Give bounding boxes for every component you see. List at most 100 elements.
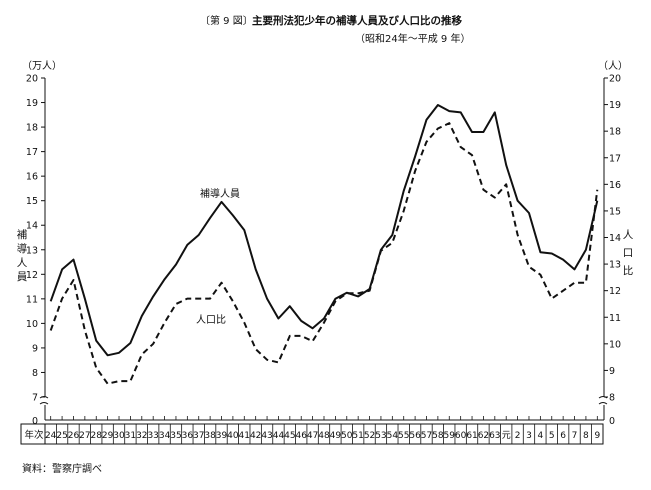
x-tick-label: 27 bbox=[79, 431, 90, 441]
x-table-border bbox=[20, 423, 604, 445]
x-tick-label: 43 bbox=[261, 431, 272, 441]
left-tick-label: 9 bbox=[32, 343, 38, 354]
chart-title: 主要刑法犯少年の補導人員及び人口比の推移 bbox=[252, 14, 462, 27]
x-tick-label: 元 bbox=[502, 431, 511, 441]
x-tick-label: 49 bbox=[330, 431, 342, 441]
x-tick-label: 50 bbox=[341, 431, 353, 441]
x-tick-label: 47 bbox=[307, 431, 318, 441]
x-tick-label: 4 bbox=[538, 431, 544, 441]
x-tick-label: 38 bbox=[204, 431, 216, 441]
x-tick-label: 51 bbox=[352, 431, 363, 441]
x-tick-label: 59 bbox=[444, 431, 456, 441]
right-tick-label: 12 bbox=[609, 286, 621, 297]
right-tick-label: 16 bbox=[609, 180, 621, 191]
series-label-jinkohi: 人口比 bbox=[196, 314, 226, 326]
x-axis-table: 年次 24 25 26 27 28 29 30 31 32 33 34 35 36 37 38 39 40 41 4… bbox=[20, 416, 604, 445]
x-tick-label: 41 bbox=[239, 431, 250, 441]
x-tick-label: 25 bbox=[56, 431, 67, 441]
x-tick-label: 56 bbox=[409, 431, 421, 441]
left-axis-title-char: 補 bbox=[17, 228, 28, 241]
x-tick-label: 53 bbox=[375, 431, 386, 441]
x-tick-label: 29 bbox=[102, 431, 114, 441]
chart-subtitle: （昭和24年～平成 9 年） bbox=[355, 32, 470, 45]
left-tick-label: 19 bbox=[26, 98, 38, 109]
left-axis-title: 補 導 人 員 bbox=[17, 228, 28, 283]
right-tick-label: 19 bbox=[609, 100, 621, 111]
x-tick-label: 61 bbox=[466, 431, 477, 441]
left-tick-label: 12 bbox=[26, 270, 38, 281]
left-tick-label: 8 bbox=[32, 368, 38, 379]
right-tick-label: 10 bbox=[609, 339, 621, 350]
right-tick-label: 13 bbox=[609, 260, 621, 271]
left-tick-label: 7 bbox=[32, 393, 38, 404]
x-tick-label: 24 bbox=[45, 431, 57, 441]
left-tick-label: 10 bbox=[26, 319, 38, 330]
x-tick-label: 42 bbox=[250, 431, 261, 441]
right-tick-label: 15 bbox=[609, 206, 621, 217]
x-tick-label: 46 bbox=[295, 431, 307, 441]
x-tick-label: 63 bbox=[489, 431, 500, 441]
left-axis-title-char: 導 bbox=[17, 242, 28, 255]
right-axis-break bbox=[598, 396, 608, 405]
left-tick-label: 20 bbox=[26, 74, 38, 85]
left-tick-label: 15 bbox=[26, 196, 38, 207]
x-tick-label: 57 bbox=[421, 431, 432, 441]
x-tick-label: 34 bbox=[159, 431, 171, 441]
x-tick-label: 39 bbox=[216, 431, 228, 441]
x-tick-label: 36 bbox=[182, 431, 194, 441]
zero-label-right: 0 bbox=[609, 416, 615, 427]
x-tick-label: 7 bbox=[572, 431, 578, 441]
x-tick-label: 8 bbox=[583, 431, 589, 441]
right-axis-title-char: 比 bbox=[623, 264, 634, 277]
left-tick-label: 18 bbox=[26, 123, 38, 134]
figure-label: 〔第 9 図〕 bbox=[200, 14, 253, 27]
x-tick-label: 52 bbox=[364, 431, 375, 441]
right-tick-label: 9 bbox=[609, 366, 615, 377]
series-label-hodo: 補導人員 bbox=[200, 187, 240, 200]
x-tick-label: 45 bbox=[284, 431, 295, 441]
x-tick-label: 3 bbox=[526, 431, 532, 441]
right-tick-label: 20 bbox=[609, 74, 621, 85]
left-axis-title-char: 員 bbox=[17, 271, 28, 283]
left-tick-label: 14 bbox=[26, 221, 38, 232]
right-tick-label: 8 bbox=[609, 393, 615, 404]
right-axis-title-char: 口 bbox=[623, 247, 634, 259]
x-tick-label: 44 bbox=[273, 431, 285, 441]
left-tick-label: 13 bbox=[26, 245, 38, 256]
left-axis-break bbox=[39, 396, 49, 405]
zero-label-left: 0 bbox=[32, 416, 38, 427]
x-tick-label: 31 bbox=[125, 431, 136, 441]
x-tick-label: 37 bbox=[193, 431, 204, 441]
right-tick-label: 18 bbox=[609, 127, 621, 138]
x-tick-label: 55 bbox=[398, 431, 409, 441]
x-tick-label: 33 bbox=[147, 431, 158, 441]
source-note: 資料：警察庁調べ bbox=[22, 462, 102, 475]
right-axis-unit: （人） bbox=[598, 60, 628, 72]
x-tick-label: 40 bbox=[227, 431, 239, 441]
left-tick-label: 11 bbox=[26, 294, 38, 305]
right-tick-label: 11 bbox=[609, 313, 621, 324]
x-tick-label: 28 bbox=[91, 431, 103, 441]
x-tick-label: 62 bbox=[478, 431, 489, 441]
x-tick-label: 2 bbox=[515, 431, 521, 441]
x-tick-label: 5 bbox=[549, 431, 555, 441]
right-tick-label: 17 bbox=[609, 153, 621, 164]
axes bbox=[39, 78, 608, 421]
left-tick-label: 17 bbox=[26, 147, 38, 158]
x-tick-label: 54 bbox=[387, 431, 399, 441]
x-axis-header: 年次 bbox=[24, 429, 44, 441]
x-tick-label: 32 bbox=[136, 431, 147, 441]
right-axis-ticks: 8 9 10 11 12 13 14 15 16 17 18 19 20 bbox=[604, 74, 621, 404]
x-tick-label: 26 bbox=[68, 431, 80, 441]
x-tick-label: 30 bbox=[113, 431, 125, 441]
right-axis-title-char: 人 bbox=[623, 229, 634, 241]
x-tick-label: 9 bbox=[594, 431, 600, 441]
series-jinkohi-line bbox=[49, 122, 599, 385]
left-axis-title-char: 人 bbox=[17, 257, 28, 269]
x-tick-label: 35 bbox=[170, 431, 181, 441]
left-tick-label: 16 bbox=[26, 172, 38, 183]
left-axis-unit: （万人） bbox=[22, 60, 62, 72]
x-tick-label: 48 bbox=[318, 431, 330, 441]
x-tick-label: 6 bbox=[560, 431, 566, 441]
x-tick-label: 60 bbox=[455, 431, 467, 441]
